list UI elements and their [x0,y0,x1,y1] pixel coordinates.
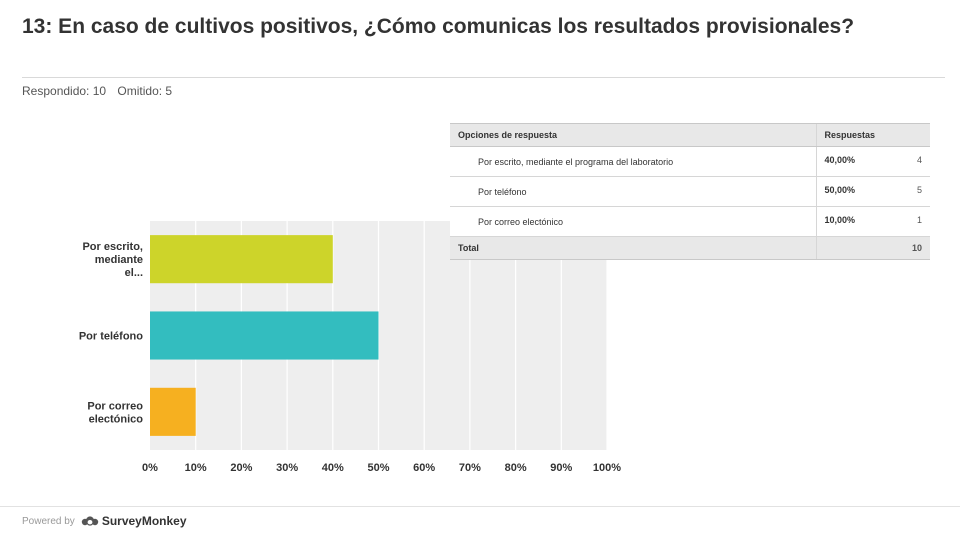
tick-label: 40% [322,462,344,474]
table-total-row: Total 10 [450,236,930,260]
tick-label: 20% [230,462,252,474]
tick-label: 0% [142,462,158,474]
row-percent: 10,00% [815,206,896,237]
tick-label: 10% [185,462,207,474]
row-percent: 50,00% [815,176,896,207]
surveymonkey-logo-icon [81,516,99,526]
tick-label: 100% [593,462,621,474]
total-spacer [815,236,896,260]
response-summary: Respondido: 10 Omitido: 5 [22,84,180,98]
footer-divider [0,506,960,507]
bar [150,235,333,284]
tick-label: 30% [276,462,298,474]
tick-label: 90% [550,462,572,474]
title-divider [22,77,945,78]
answered-count: Respondido: 10 [22,84,107,98]
row-percent: 40,00% [815,146,896,177]
page-title: 13: En caso de cultivos positivos, ¿Cómo… [22,15,855,38]
row-option: Por correo electónico [450,206,816,237]
category-label: Por teléfono [79,331,143,343]
row-count: 5 [896,176,930,207]
bar [150,387,196,436]
row-option: Por teléfono [450,176,816,207]
tick-label: 80% [505,462,527,474]
row-count: 1 [896,206,930,237]
footer: Powered by SurveyMonkey [22,514,187,528]
table-row: Por escrito, mediante el programa del la… [450,146,930,177]
category-label: Por escrito, mediante el... [82,241,143,279]
responses-table: Opciones de respuesta Respuestas Por esc… [450,123,930,260]
skipped-count: Omitido: 5 [117,84,173,98]
bar [150,311,379,360]
row-option: Por escrito, mediante el programa del la… [450,146,816,177]
total-label: Total [450,236,816,260]
tick-label: 70% [459,462,481,474]
table-row: Por teléfono 50,00% 5 [450,176,930,207]
row-count: 4 [896,146,930,177]
header-responses: Respuestas [815,123,930,147]
category-label: Por correo electónico [87,400,143,425]
tick-label: 50% [367,462,389,474]
table-row: Por correo electónico 10,00% 1 [450,206,930,237]
table-header-row: Opciones de respuesta Respuestas [450,123,930,147]
total-count: 10 [896,236,930,260]
powered-by-text: Powered by [22,515,75,527]
brand-name: SurveyMonkey [101,514,187,528]
header-options: Opciones de respuesta [450,123,816,147]
tick-label: 60% [413,462,435,474]
